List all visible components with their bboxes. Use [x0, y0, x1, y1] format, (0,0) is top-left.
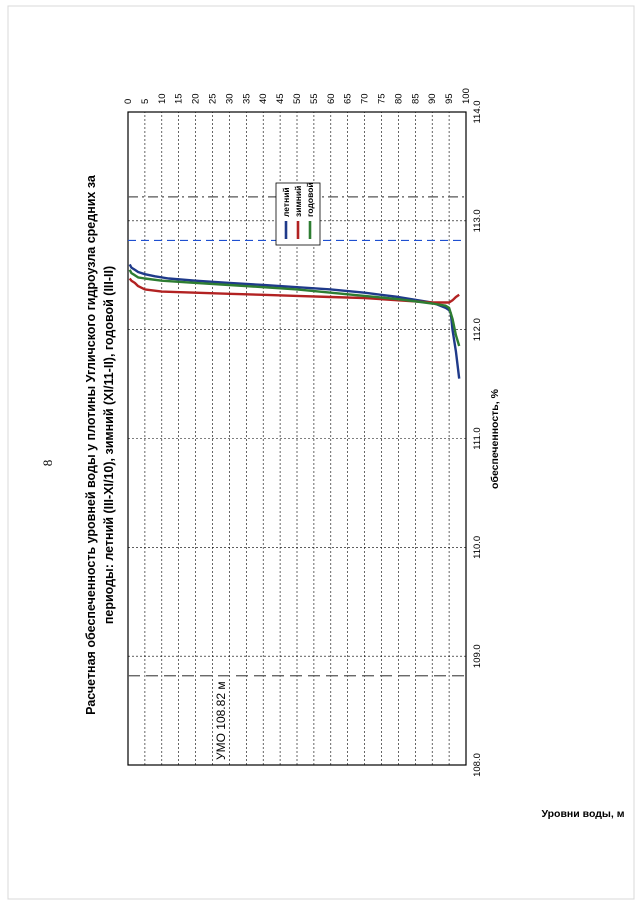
legend: летний зимний годовой	[275, 182, 321, 246]
y-tick-label: 108.0	[472, 753, 483, 777]
x-tick-label: 15	[174, 93, 185, 104]
chart-title-line2: периоды: летний (III-XI/10), зимний (XI/…	[102, 266, 116, 624]
page-border	[7, 5, 635, 900]
x-tick-label: 65	[343, 93, 354, 104]
series-line-2	[128, 269, 461, 347]
x-tick-label: 75	[377, 93, 388, 104]
x-tick-label: 85	[410, 93, 421, 104]
x-tick-label: 60	[326, 93, 337, 104]
reference-line-label: УМО 108.82 м	[214, 681, 228, 760]
series-lines	[128, 263, 461, 379]
series-line-1	[128, 277, 460, 304]
x-tick-label: 100	[461, 88, 472, 104]
x-tick-label: 70	[360, 93, 371, 104]
y-tick-label: 112.0	[472, 318, 483, 341]
x-tick-label: 25	[208, 93, 219, 104]
y-tick-label: 114.0	[472, 100, 483, 123]
x-tick-label: 10	[157, 93, 168, 104]
x-tick-label: 40	[258, 93, 269, 104]
y-tick-label: 113.0	[472, 209, 483, 232]
x-tick-label: 5	[140, 99, 151, 104]
x-tick-label: 0	[123, 99, 134, 104]
x-tick-label: 50	[292, 93, 303, 104]
x-tick-labels: 0 5 10 15 20 25 30 35 40 45 50 55 60 65 70 75 80 85 90 95 10…	[123, 88, 472, 104]
x-tick-label: 20	[191, 93, 202, 104]
y-tick-label: 110.0	[472, 536, 483, 559]
page-number: 8	[40, 460, 55, 467]
y-tick-label: 111.0	[472, 427, 483, 449]
legend-label: годовой	[305, 182, 315, 217]
x-tick-label: 95	[444, 93, 455, 104]
x-tick-label: 30	[224, 93, 235, 104]
y-axis-title: Уровни воды, м	[542, 808, 625, 820]
x-tick-label: 35	[241, 93, 252, 104]
x-tick-label: 55	[309, 93, 320, 104]
x-tick-label: 90	[427, 93, 438, 104]
y-tick-label: 109.0	[472, 644, 483, 668]
x-axis-title: обеспеченность, %	[489, 388, 501, 489]
x-tick-label: 45	[275, 93, 286, 104]
legend-label: летний	[281, 187, 291, 217]
legend-label: зимний	[293, 186, 303, 217]
x-tick-label: 80	[393, 93, 404, 104]
chart-title-line1: Расчетная обеспеченность уровней воды у …	[84, 174, 98, 715]
y-tick-labels: 108.0 109.0 110.0 111.0 112.0 113.0 114.0	[472, 100, 483, 776]
